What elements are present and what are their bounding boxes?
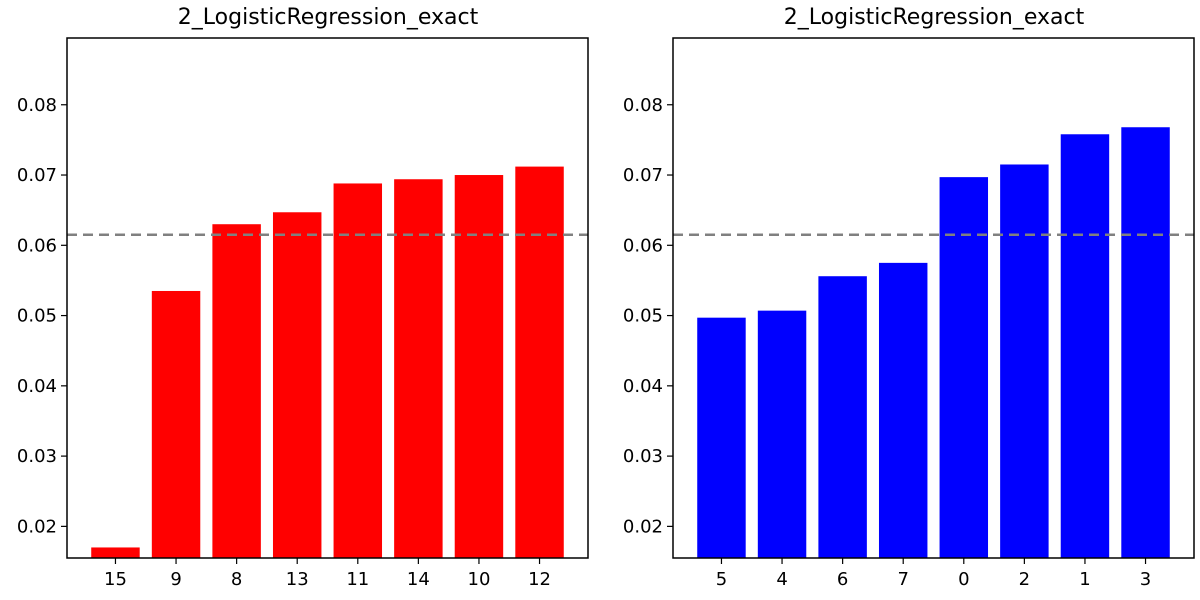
right-ytick-label: 0.05 — [623, 306, 663, 327]
right-bar-4 — [757, 310, 807, 558]
left-xtick-label-9: 9 — [170, 569, 181, 590]
right-bar-7 — [878, 262, 928, 558]
right-xtick-label-3: 3 — [1140, 569, 1151, 590]
right-xtick-label-0: 0 — [958, 569, 969, 590]
right-ytick-label: 0.06 — [623, 235, 663, 256]
left-ytick-label: 0.05 — [17, 306, 57, 327]
right-bar-1 — [1060, 134, 1110, 558]
right-ytick-label: 0.02 — [623, 516, 663, 537]
right-bar-3 — [1121, 127, 1170, 559]
left-xtick-label-10: 10 — [468, 569, 491, 590]
left-xtick-label-8: 8 — [231, 569, 242, 590]
right-chart-title: 2_LogisticRegression_exact — [784, 5, 1085, 30]
right-bar-6 — [818, 276, 867, 558]
left-bar-12 — [515, 166, 564, 558]
left-bar-10 — [454, 175, 504, 558]
left-ytick-label: 0.07 — [17, 165, 57, 186]
right-bar-0 — [939, 177, 989, 558]
right-xtick-label-4: 4 — [776, 569, 787, 590]
left-ytick-label: 0.08 — [17, 95, 57, 116]
right-xtick-label-7: 7 — [897, 569, 908, 590]
right-ytick-label: 0.03 — [623, 446, 663, 467]
left-ytick-label: 0.02 — [17, 516, 57, 537]
left-xtick-label-15: 15 — [104, 569, 127, 590]
left-chart-title: 2_LogisticRegression_exact — [178, 5, 479, 30]
left-xtick-label-14: 14 — [407, 569, 430, 590]
right-axes-frame — [672, 37, 1195, 559]
left-bar-15 — [91, 547, 140, 558]
left-ytick-label: 0.06 — [17, 235, 57, 256]
left-bar-8 — [212, 224, 261, 558]
left-xtick-label-12: 12 — [528, 569, 551, 590]
left-bar-11 — [333, 183, 383, 558]
left-xtick-label-11: 11 — [346, 569, 369, 590]
right-xtick-label-6: 6 — [837, 569, 848, 590]
right-ytick-label: 0.04 — [623, 376, 663, 397]
left-bar-13 — [272, 212, 322, 558]
right-xtick-label-2: 2 — [1019, 569, 1030, 590]
right-chart: 2_LogisticRegression_exact 0.02 0.03 0.04 0… — [623, 5, 1195, 590]
right-bar-5 — [697, 317, 746, 558]
right-xtick-label-5: 5 — [716, 569, 727, 590]
left-bar-9 — [151, 290, 201, 558]
left-chart: 2_LogisticRegression_exact 0.02 0.03 0.04 0… — [17, 5, 589, 590]
right-ytick-label: 0.08 — [623, 95, 663, 116]
left-ytick-label: 0.03 — [17, 446, 57, 467]
left-ytick-label: 0.04 — [17, 376, 57, 397]
right-ytick-label: 0.07 — [623, 165, 663, 186]
left-bar-14 — [394, 179, 443, 559]
right-xtick-label-1: 1 — [1079, 569, 1090, 590]
left-xtick-label-13: 13 — [286, 569, 309, 590]
left-axes-frame — [66, 37, 589, 559]
right-bar-2 — [1000, 164, 1049, 558]
